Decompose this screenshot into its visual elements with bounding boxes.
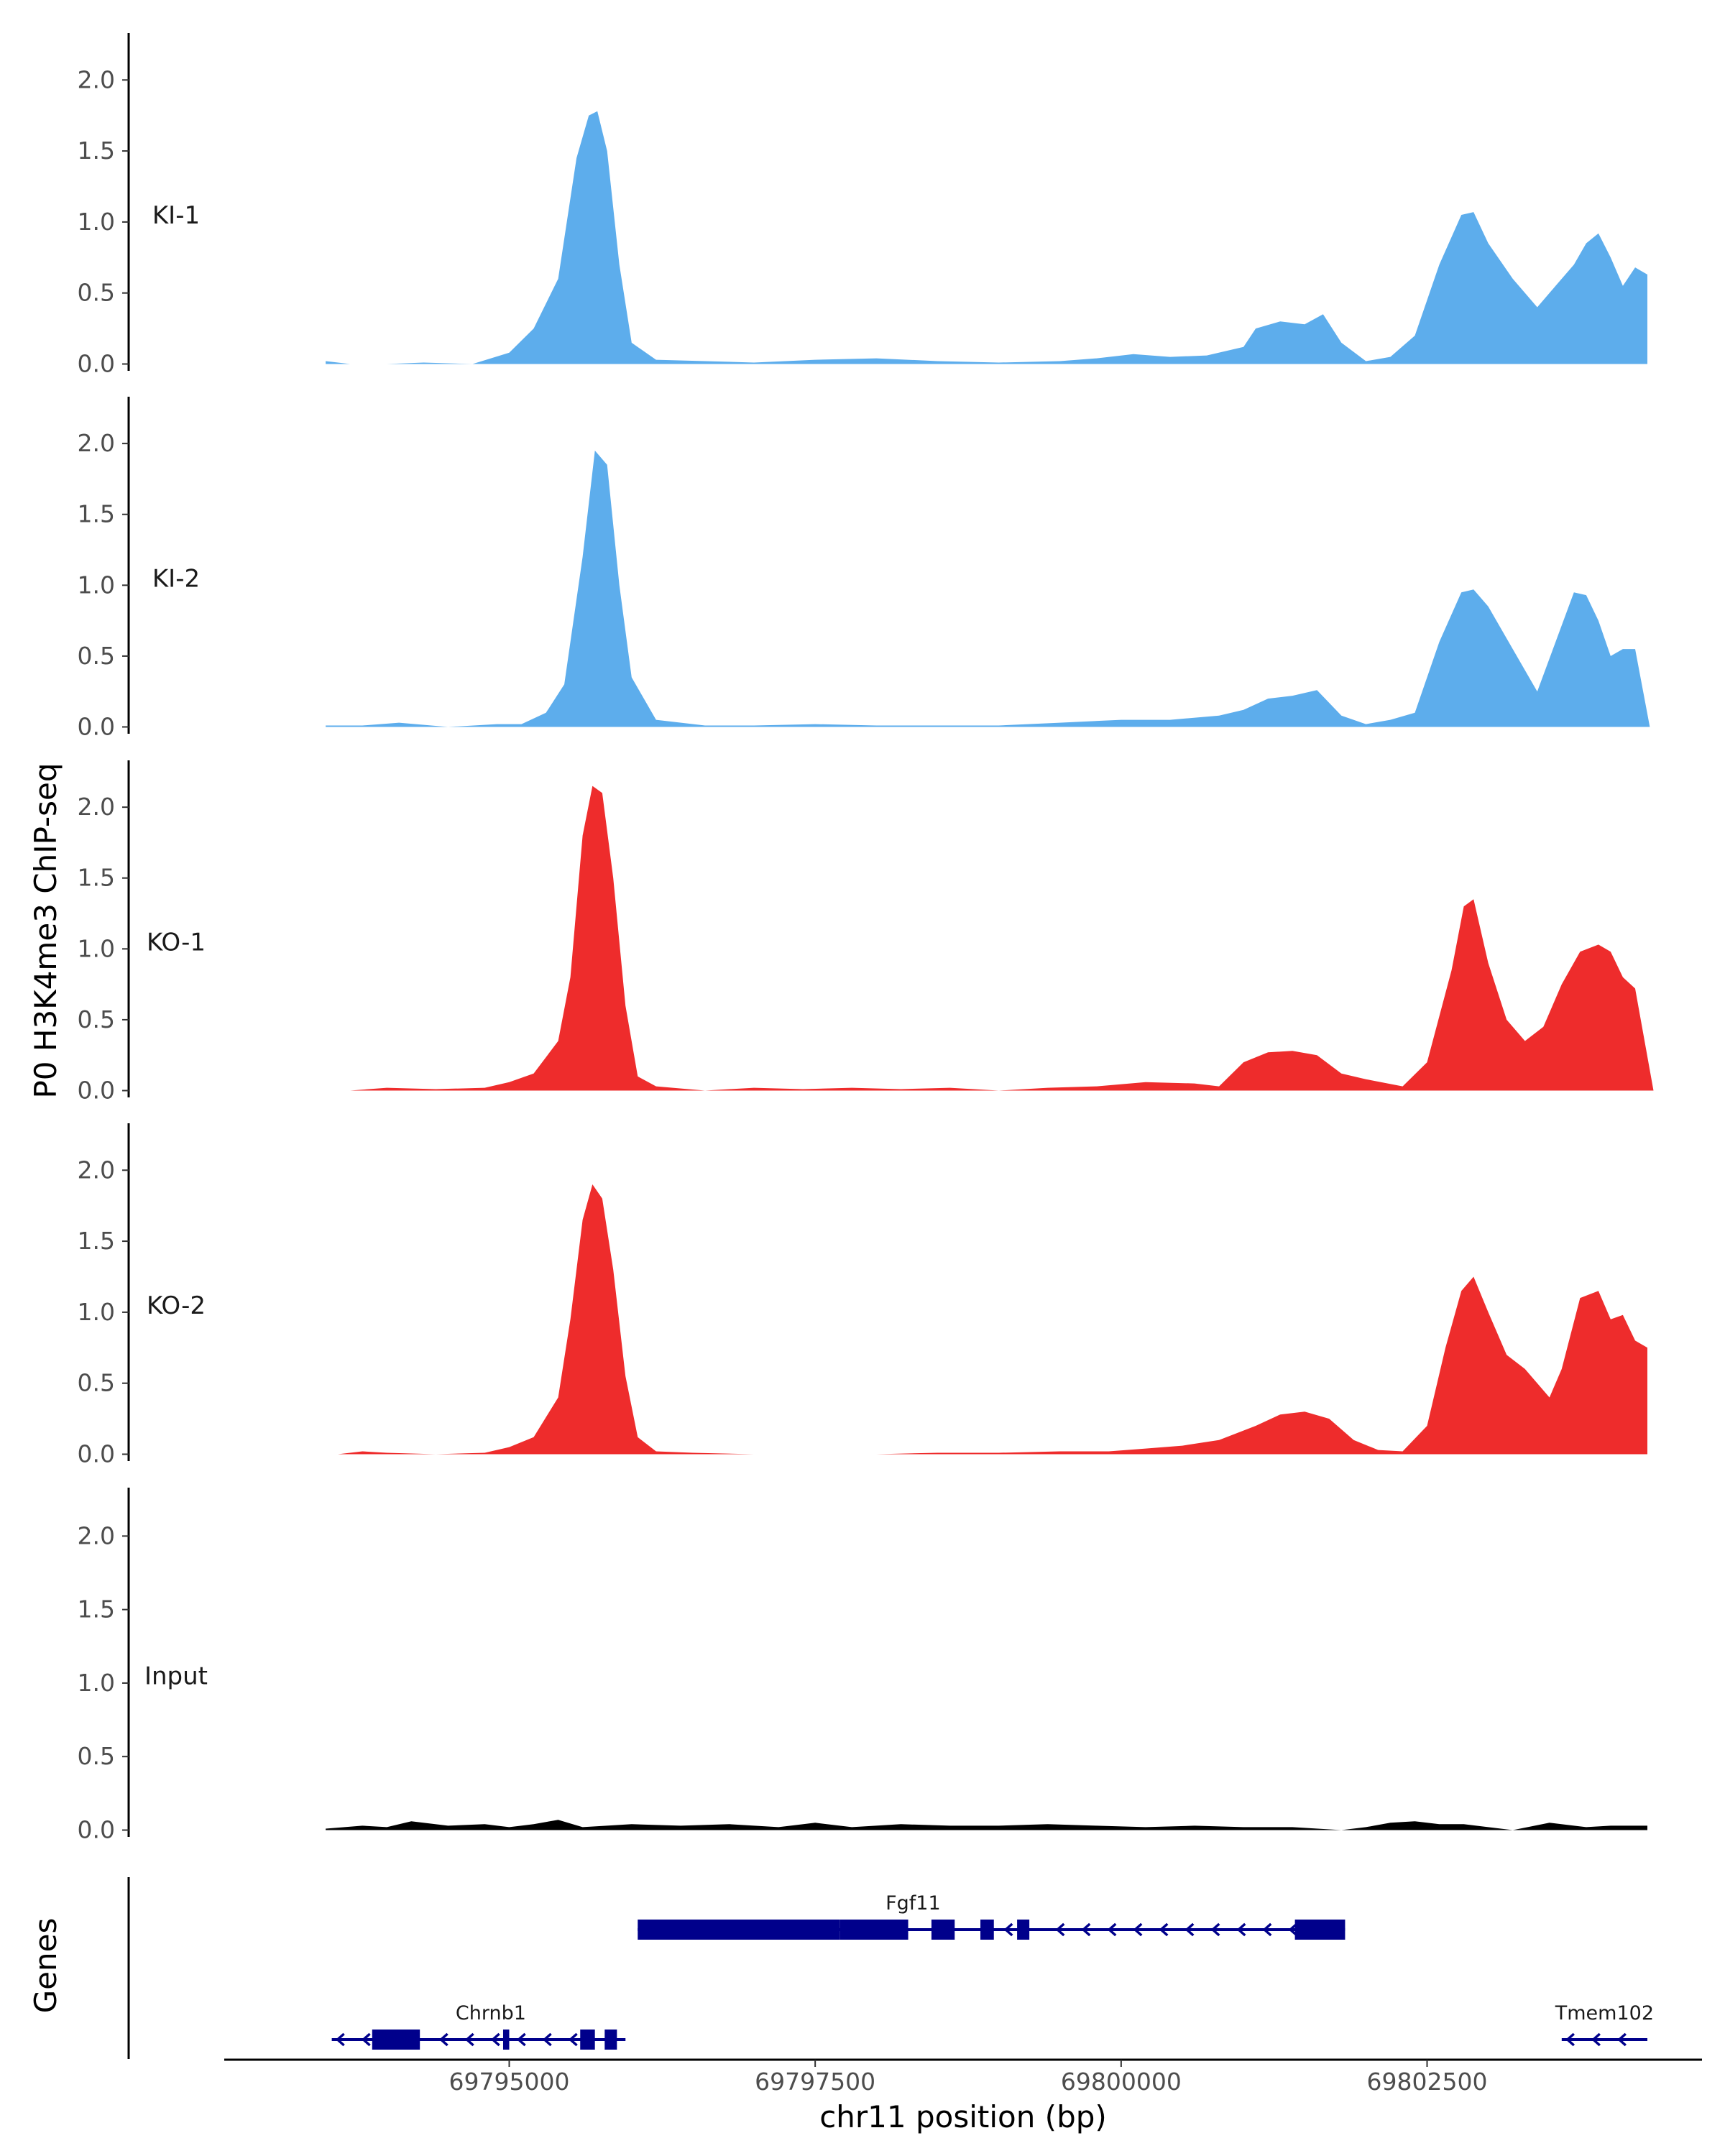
strand-arrow [335, 2032, 345, 2047]
y-tick-label: 1.5 [78, 500, 115, 528]
y-tick-label: 0.5 [78, 1005, 115, 1033]
strand-arrow [361, 2032, 371, 2047]
signal-area-ko-2 [338, 1184, 1648, 1455]
strand-arrow [1210, 1922, 1220, 1937]
exon [638, 1920, 840, 1940]
strand-arrow [464, 2032, 474, 2047]
y-tick-label: 0.5 [78, 279, 115, 307]
strand-arrow [1055, 1922, 1065, 1937]
y-tick-label: 2.0 [78, 1156, 115, 1184]
strand-arrow [1591, 2032, 1601, 2047]
track-label: KI-1 [152, 201, 200, 230]
exon [1017, 1920, 1030, 1940]
signal-tracks: 0.00.51.01.52.0KI-10.00.51.01.52.0KI-20.… [78, 33, 1654, 1844]
exon [502, 2030, 510, 2050]
exon [1294, 1920, 1346, 1940]
gene-label: Chrnb1 [456, 2002, 526, 2024]
y-tick-label: 1.0 [78, 934, 115, 962]
strand-arrow [1184, 1922, 1195, 1937]
strand-arrow [1236, 1922, 1246, 1937]
y-tick-label: 0.0 [78, 1440, 115, 1468]
y-tick-label: 0.5 [78, 1742, 115, 1770]
y-tick-label: 2.0 [78, 793, 115, 821]
exon [372, 2030, 420, 2050]
strand-arrow [516, 2032, 526, 2047]
gene-tmem102: Tmem102 [1555, 2002, 1654, 2047]
strand-arrow [1133, 1922, 1143, 1937]
gene-fgf11: Fgf11 [638, 1892, 1346, 1940]
signal-area-ki-1 [326, 111, 1648, 364]
x-tick-label: 69795000 [449, 2068, 570, 2096]
gene-label: Tmem102 [1555, 2002, 1654, 2024]
gene-chrnb1: Chrnb1 [331, 2002, 626, 2050]
y-tick-label: 0.5 [78, 642, 115, 670]
y-tick-label: 1.5 [78, 1227, 115, 1255]
x-axis: 69795000 69797500 69800000 69802500 [224, 2058, 1702, 2096]
y-tick-label: 1.0 [78, 571, 115, 599]
strand-arrow [1107, 1922, 1117, 1937]
y-tick-label: 1.0 [78, 1669, 115, 1697]
strand-arrow [1159, 1922, 1169, 1937]
y-tick-label: 0.5 [78, 1369, 115, 1397]
gene-label: Fgf11 [886, 1892, 941, 1915]
y-tick-label: 1.5 [78, 137, 115, 165]
y-tick-label: 0.0 [78, 350, 115, 378]
x-tick-label: 69800000 [1061, 2068, 1182, 2096]
exon [840, 1920, 908, 1940]
strand-arrow [438, 2032, 448, 2047]
y-tick-label: 1.5 [78, 1595, 115, 1623]
strand-arrow [1288, 1922, 1298, 1937]
track-label: KO-1 [147, 928, 206, 957]
signal-area-input [326, 1820, 1648, 1830]
y-tick-label: 2.0 [78, 1521, 115, 1549]
y-tick-label: 0.0 [78, 713, 115, 741]
gene-track: Fgf11 Chrnb1 Tmem102 [127, 1877, 1654, 2059]
exon [604, 2030, 617, 2050]
strand-arrow [1617, 2032, 1627, 2047]
strand-arrow [1003, 1922, 1013, 1937]
strand-arrow [1262, 1922, 1272, 1937]
track-label: KO-2 [147, 1291, 206, 1320]
signal-area-ko-1 [350, 786, 1654, 1091]
strand-arrow [1565, 2032, 1575, 2047]
y-tick-label: 2.0 [78, 429, 115, 457]
y-tick-label: 1.0 [78, 1298, 115, 1326]
track-ki-1: 0.0 0.5 1.0 1.5 2.0 KI-1 [78, 33, 1648, 378]
track-ko-2: 0.0 0.5 1.0 1.5 2.0 KO-2 [78, 1123, 1648, 1468]
genes-axis-title: Genes [28, 1918, 63, 2014]
y-tick-label: 0.0 [78, 1077, 115, 1105]
strand-arrow [568, 2032, 578, 2047]
x-tick-label: 69802500 [1367, 2068, 1488, 2096]
y-tick-label: 1.0 [78, 208, 115, 236]
exon [580, 2030, 595, 2050]
y-tick-label: 0.0 [78, 1816, 115, 1844]
exon [980, 1920, 994, 1940]
strand-arrow [542, 2032, 552, 2047]
signal-area-ki-2 [326, 451, 1650, 727]
track-label: Input [144, 1662, 208, 1691]
y-axis-title: P0 H3K4me3 ChIP-seq [28, 763, 63, 1098]
x-tick-label: 69797500 [755, 2068, 875, 2096]
strand-arrow [490, 2032, 500, 2047]
track-ki-2: 0.0 0.5 1.0 1.5 2.0 KI-2 [78, 397, 1650, 741]
y-tick-label: 1.5 [78, 864, 115, 892]
y-tick-label: 2.0 [78, 65, 115, 93]
strand-arrow [1081, 1922, 1091, 1937]
exon [931, 1920, 955, 1940]
x-axis-title: chr11 position (bp) [819, 2099, 1107, 2134]
track-input: 0.0 0.5 1.0 1.5 2.0 Input [78, 1488, 1648, 1844]
track-label: KI-2 [152, 564, 200, 593]
track-ko-1: 0.0 0.5 1.0 1.5 2.0 KO-1 [78, 760, 1654, 1105]
